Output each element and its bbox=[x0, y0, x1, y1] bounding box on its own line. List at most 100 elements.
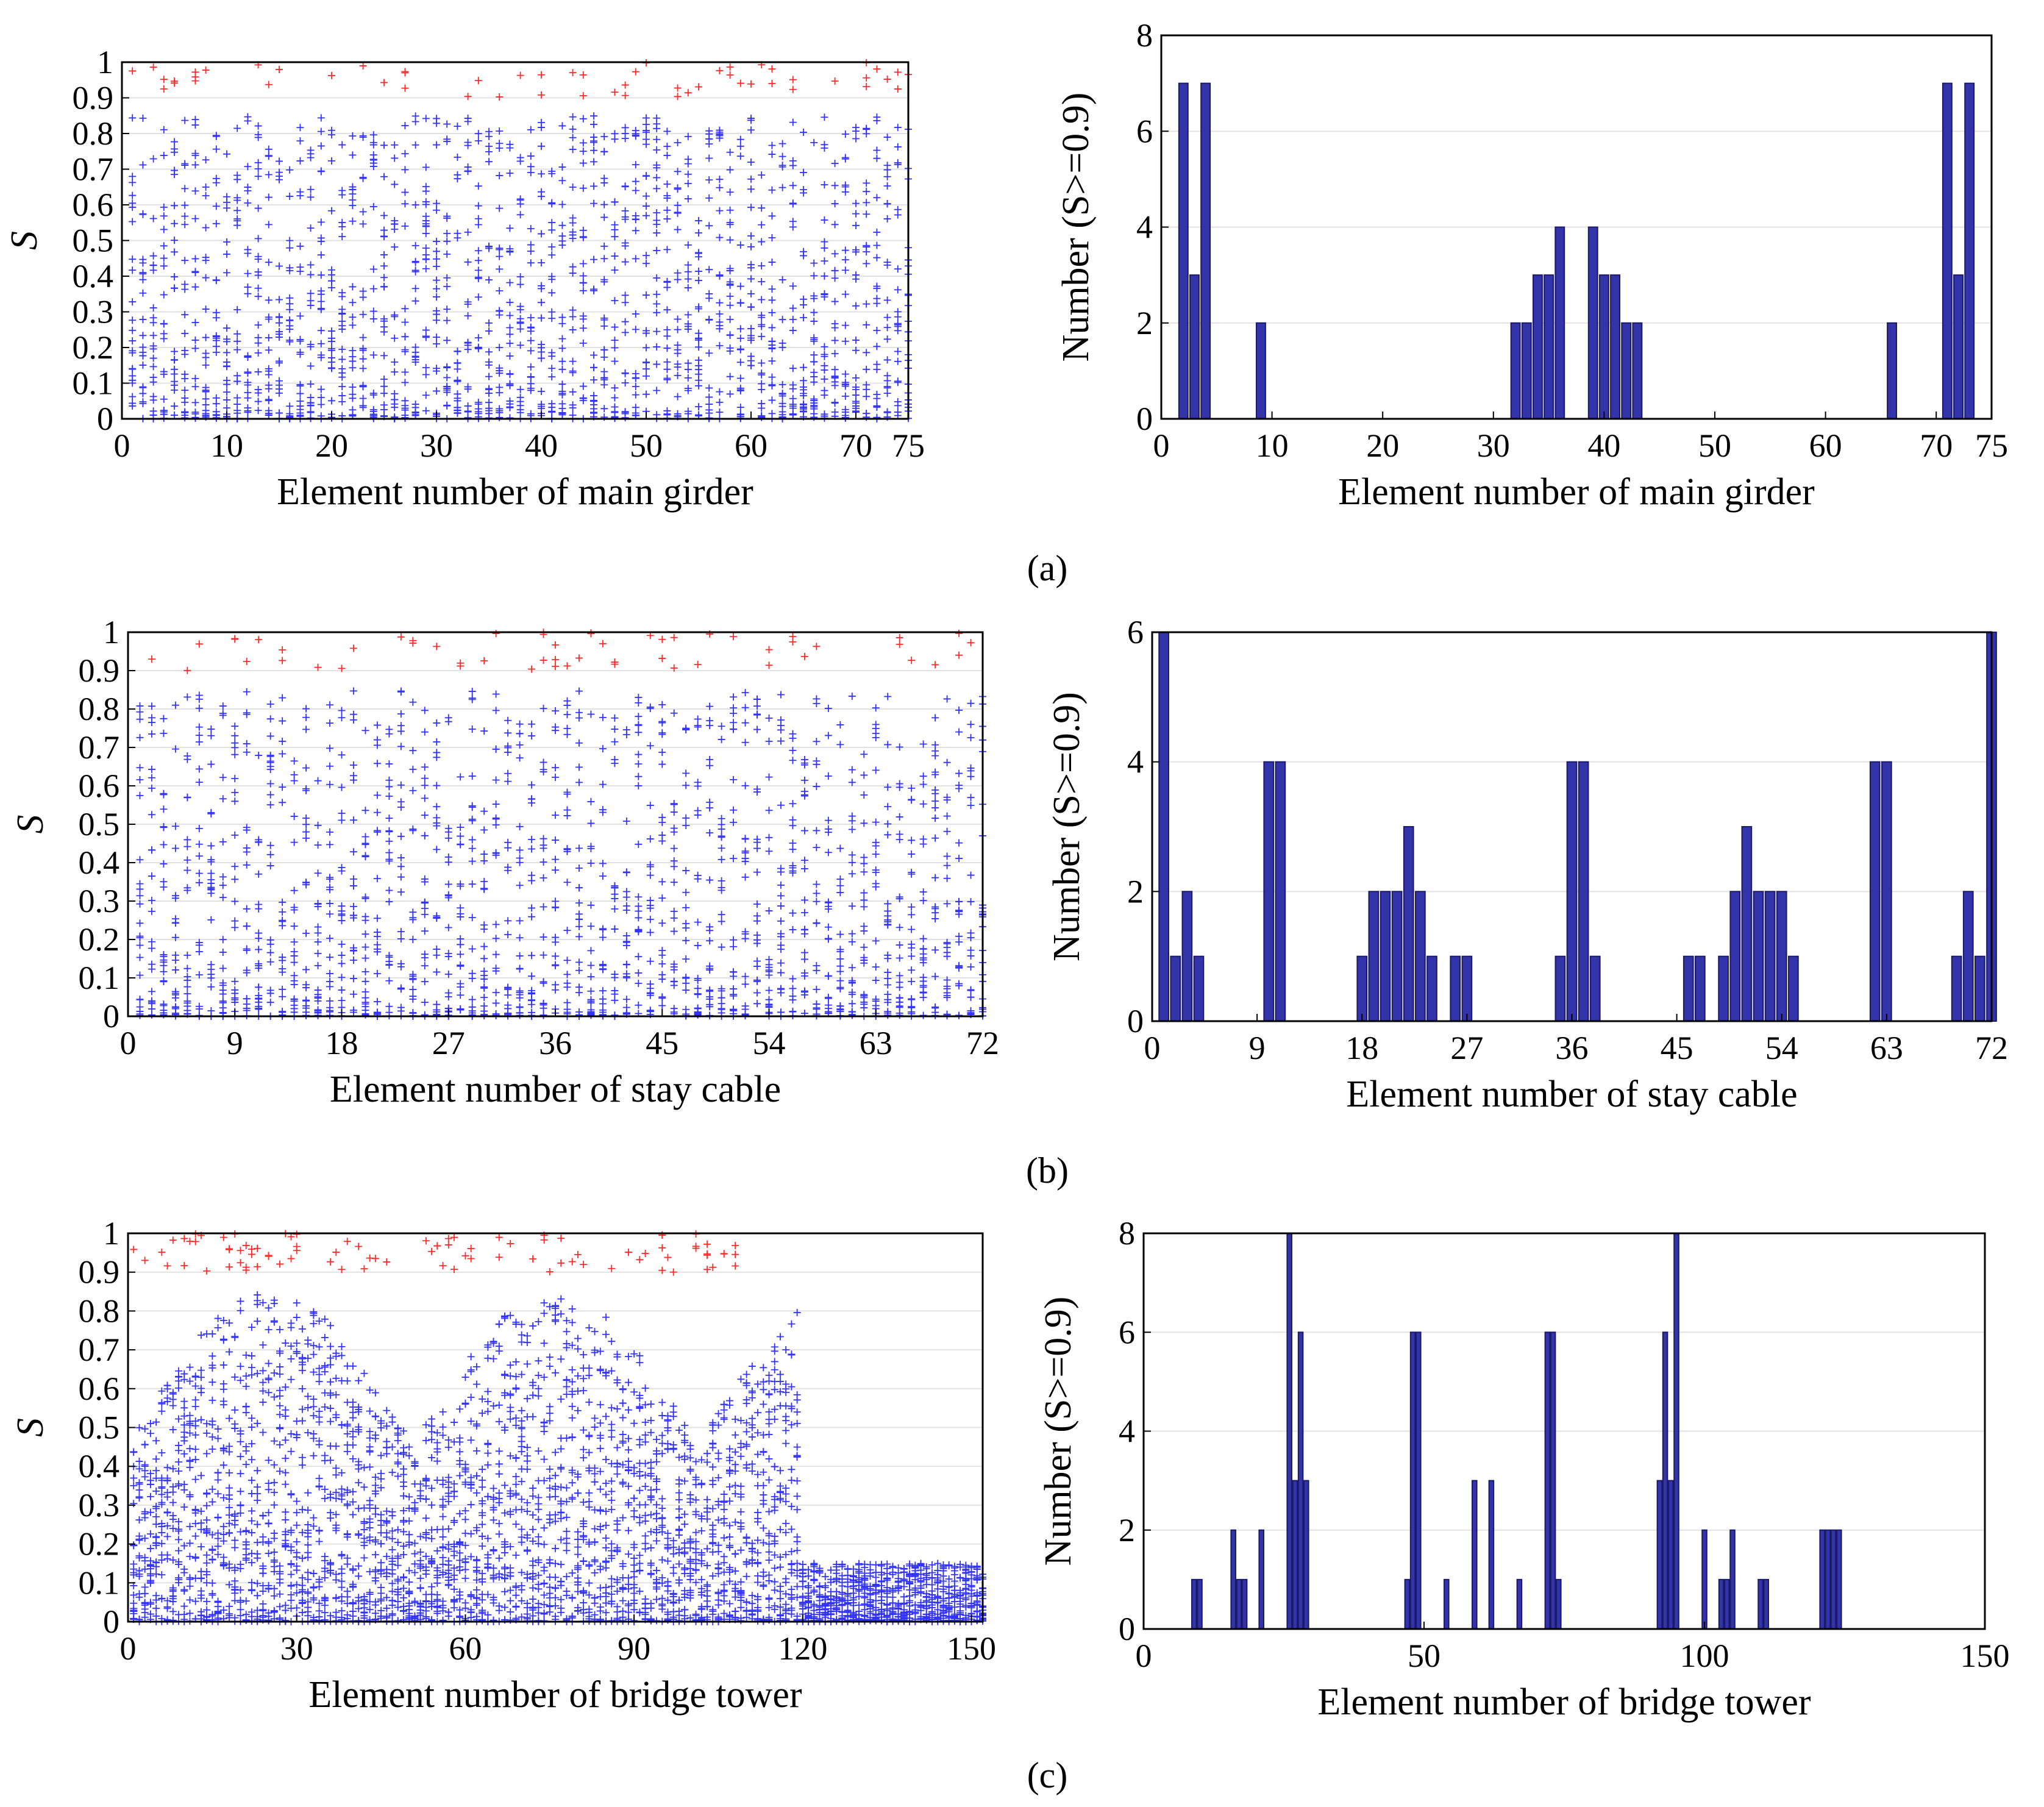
scatter-point bbox=[349, 956, 357, 964]
scatter-point bbox=[474, 400, 482, 408]
scatter-point bbox=[575, 779, 583, 786]
scatter-point bbox=[409, 995, 417, 1003]
scatter-point bbox=[317, 305, 325, 313]
scatter-point bbox=[621, 239, 629, 247]
scatter-point bbox=[457, 832, 465, 840]
y-tick-label: 0.7 bbox=[79, 729, 120, 766]
scatter-point bbox=[163, 1551, 171, 1559]
scatter-point bbox=[569, 326, 577, 333]
scatter-point bbox=[789, 85, 797, 93]
scatter-point bbox=[967, 1009, 975, 1017]
scatter-point bbox=[371, 1435, 379, 1442]
scatter-point bbox=[848, 779, 856, 786]
scatter-point bbox=[765, 773, 773, 781]
scatter-point bbox=[611, 925, 619, 933]
scatter-point bbox=[768, 233, 776, 241]
bar bbox=[1695, 955, 1706, 1022]
x-tick-label: 40 bbox=[1587, 427, 1620, 464]
scatter-point bbox=[736, 152, 744, 160]
scatter-point bbox=[207, 725, 215, 733]
scatter-point bbox=[310, 1522, 318, 1530]
scatter-point bbox=[296, 157, 304, 165]
scatter-point bbox=[516, 882, 524, 889]
scatter-point bbox=[380, 79, 388, 87]
scatter-point bbox=[276, 173, 283, 180]
scatter-point bbox=[171, 1003, 179, 1011]
scatter-point bbox=[242, 1528, 250, 1536]
scatter-point bbox=[663, 143, 671, 151]
scatter-point bbox=[492, 1011, 500, 1019]
scatter-point bbox=[587, 961, 595, 969]
y-tick-label: 4 bbox=[1136, 209, 1153, 246]
scatter-point bbox=[186, 1491, 194, 1499]
scatter-point bbox=[298, 1325, 306, 1333]
scatter-point bbox=[180, 1586, 188, 1594]
x-tick-label: 0 bbox=[1144, 1030, 1161, 1066]
scatter-point bbox=[848, 825, 856, 833]
scatter-point bbox=[197, 1608, 205, 1616]
scatter-point bbox=[730, 936, 738, 944]
scatter-point bbox=[747, 80, 755, 88]
scatter-point bbox=[141, 1441, 149, 1449]
scatter-point bbox=[195, 879, 203, 886]
scatter-point bbox=[338, 864, 346, 872]
bar bbox=[1764, 891, 1776, 1022]
scatter-point bbox=[800, 314, 807, 322]
scatter-point bbox=[778, 316, 786, 324]
scatter-point bbox=[359, 404, 367, 412]
scatter-point bbox=[169, 1402, 177, 1410]
scatter-point bbox=[380, 173, 388, 180]
scatter-point bbox=[824, 772, 832, 780]
scatter-point bbox=[307, 343, 315, 351]
scatter-point bbox=[338, 809, 346, 817]
scatter-point bbox=[214, 1513, 222, 1521]
scatter-point bbox=[399, 1478, 407, 1486]
scatter-point bbox=[287, 1255, 295, 1263]
scatter-point bbox=[931, 914, 939, 922]
scatter-point bbox=[237, 1259, 244, 1267]
scatter-point bbox=[955, 651, 963, 659]
scatter-point bbox=[254, 159, 262, 166]
x-tick-label: 50 bbox=[630, 427, 663, 464]
scatter-point bbox=[169, 1488, 177, 1496]
scatter-point bbox=[464, 228, 472, 236]
scatter-point bbox=[422, 217, 430, 225]
scatter-point bbox=[383, 1507, 391, 1515]
scatter-point bbox=[373, 970, 381, 978]
scatter-point bbox=[129, 393, 137, 401]
scatter-point bbox=[894, 124, 902, 132]
scatter-point bbox=[349, 1488, 357, 1495]
scatter-point bbox=[160, 126, 168, 134]
scatter-point bbox=[908, 870, 916, 878]
scatter-point bbox=[328, 397, 335, 405]
scatter-point bbox=[270, 1296, 278, 1304]
scatter-point bbox=[243, 688, 251, 696]
scatter-point bbox=[747, 185, 755, 193]
scatter-point bbox=[622, 726, 630, 734]
scatter-point bbox=[579, 339, 587, 347]
scatter-point bbox=[718, 814, 725, 822]
scatter-point bbox=[226, 1602, 233, 1610]
scatter-point bbox=[579, 382, 587, 390]
bar bbox=[1741, 826, 1753, 1022]
scatter-point bbox=[674, 315, 682, 323]
scatter-point bbox=[326, 780, 334, 788]
scatter-point bbox=[883, 372, 891, 380]
scatter-point bbox=[516, 934, 524, 942]
x-tick-label: 27 bbox=[1450, 1030, 1483, 1066]
scatter-point bbox=[163, 1603, 171, 1611]
scatter-point bbox=[516, 157, 524, 165]
scatter-point bbox=[219, 1233, 227, 1241]
scatter-point bbox=[548, 289, 556, 297]
scatter-point bbox=[359, 310, 367, 318]
scatter-point bbox=[298, 1461, 306, 1469]
scatter-point bbox=[539, 858, 547, 866]
scatter-point bbox=[183, 666, 191, 674]
scatter-point bbox=[579, 159, 587, 167]
scatter-point bbox=[129, 266, 137, 274]
scatter-point bbox=[359, 382, 367, 390]
y-tick-label: 0.9 bbox=[79, 652, 120, 689]
scatter-point bbox=[943, 758, 951, 766]
scatter-point bbox=[563, 730, 571, 738]
scatter-point bbox=[191, 383, 199, 391]
